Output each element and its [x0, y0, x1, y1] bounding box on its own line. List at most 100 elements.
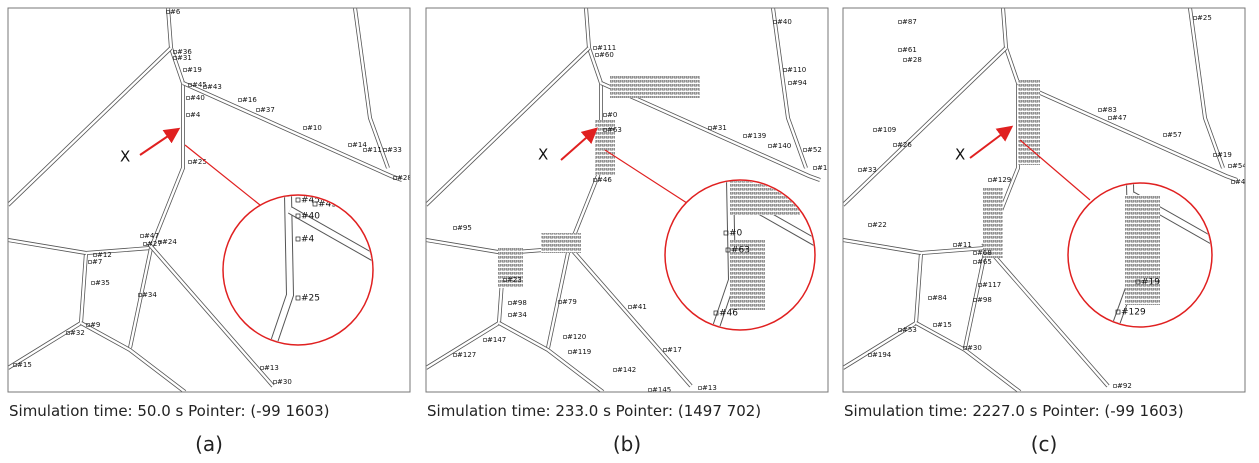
node-label: #145 — [652, 386, 671, 394]
node-label: #87 — [902, 18, 917, 26]
node-label: #33 — [387, 146, 402, 154]
node-label: #0 — [607, 111, 617, 119]
node-label: #47 — [144, 232, 159, 240]
node-label: #68 — [977, 249, 992, 257]
node-label: #46 — [597, 176, 612, 184]
node-label: #147 — [487, 336, 506, 344]
zoom-node-label: #19 — [1141, 278, 1160, 288]
panel-letter: (a) — [179, 432, 239, 456]
panels: #6#36#31#19#45#43#40#4#16#37#10#14#11#33… — [0, 0, 1259, 400]
node-label: #23 — [507, 276, 522, 284]
node-label: #26 — [897, 141, 912, 149]
node-label: #63 — [607, 126, 622, 134]
node-label: #41 — [632, 303, 647, 311]
vehicle-cluster — [983, 188, 1003, 258]
node-label: #30 — [967, 344, 982, 352]
node-label: #33 — [862, 166, 877, 174]
vehicle-cluster — [1018, 80, 1040, 165]
zoom-node-label: #4 — [301, 235, 315, 245]
node-label: #37 — [260, 106, 275, 114]
zoom-node-label: #63 — [731, 246, 750, 256]
node-label: #31 — [712, 124, 727, 132]
node-label: #7 — [92, 258, 102, 266]
panel: #87#25#61#28#109#26#33#83#47#57#19#54#40… — [843, 8, 1250, 392]
node-label: #194 — [872, 351, 892, 359]
node-label: #139 — [747, 132, 766, 140]
node-label: #40 — [777, 18, 792, 26]
node-label: #65 — [977, 258, 992, 266]
node-label: #94 — [792, 79, 807, 87]
node-label: #15 — [937, 321, 952, 329]
node-label: #32 — [70, 329, 85, 337]
node-label: #34 — [512, 311, 527, 319]
node-label: #22 — [872, 221, 887, 229]
vehicle-cluster — [610, 76, 700, 98]
map: #111#60#40#110#94#31#139#140#52#136#0#63… — [426, 8, 837, 394]
zoom-node-label: #0 — [729, 229, 743, 239]
node-label: #19 — [1217, 151, 1232, 159]
node-label: #6 — [170, 8, 181, 16]
node-label: #53 — [902, 326, 917, 334]
caption: Simulation time: 50.0 s Pointer: (-99 16… — [9, 402, 329, 420]
zoom-cluster — [1125, 195, 1160, 305]
node-label: #45 — [192, 81, 207, 89]
caption: Simulation time: 2227.0 s Pointer: (-99 … — [844, 402, 1184, 420]
pointer-label: X — [120, 148, 130, 166]
node-label: #13 — [264, 364, 279, 372]
node-label: #4 — [190, 111, 201, 119]
node-label: #16 — [242, 96, 257, 104]
node-label: #25 — [192, 158, 207, 166]
figure: #6#36#31#19#45#43#40#4#16#37#10#14#11#33… — [0, 0, 1259, 463]
node-label: #40 — [190, 94, 205, 102]
map: #6#36#31#19#45#43#40#4#16#37#10#14#11#33… — [8, 8, 412, 392]
node-label: #84 — [932, 294, 947, 302]
node-label: #9 — [90, 321, 100, 329]
caption: Simulation time: 233.0 s Pointer: (1497 … — [427, 402, 761, 420]
node-label: #57 — [1167, 131, 1182, 139]
node-label: #129 — [992, 176, 1011, 184]
node-label: #136 — [817, 164, 837, 172]
node-label: #95 — [457, 224, 472, 232]
map: #87#25#61#28#109#26#33#83#47#57#19#54#40… — [843, 8, 1250, 392]
node-label: #14 — [352, 141, 367, 149]
node-label: #11 — [367, 146, 382, 154]
node-label: #11 — [957, 241, 972, 249]
node-label: #52 — [807, 146, 822, 154]
node-label: #43 — [207, 83, 222, 91]
vehicle-cluster — [541, 233, 581, 253]
node-label: #24 — [162, 238, 177, 246]
node-label: #27 — [147, 240, 162, 248]
panel: #111#60#40#110#94#31#139#140#52#136#0#63… — [426, 8, 837, 394]
zoom-node-label: #129 — [1121, 308, 1146, 318]
node-label: #79 — [562, 298, 577, 306]
node-label: #47 — [1112, 114, 1127, 122]
node-label: #127 — [457, 351, 476, 359]
node-label: #117 — [982, 281, 1001, 289]
node-label: #142 — [617, 366, 636, 374]
node-label: #31 — [177, 54, 192, 62]
node-label: #98 — [977, 296, 992, 304]
node-label: #10 — [307, 124, 322, 132]
node-label: #110 — [787, 66, 806, 74]
zoom-node-label: #25 — [301, 294, 320, 304]
node-label: #119 — [572, 348, 591, 356]
node-label: #120 — [567, 333, 586, 341]
panel: #6#36#31#19#45#43#40#4#16#37#10#14#11#33… — [8, 8, 412, 392]
node-label: #61 — [902, 46, 917, 54]
pointer-label: X — [955, 146, 965, 164]
node-label: #140 — [772, 142, 791, 150]
node-label: #35 — [95, 279, 110, 287]
panel-letter: (c) — [1014, 432, 1074, 456]
node-label: #25 — [1197, 14, 1212, 22]
node-label: #30 — [277, 378, 292, 386]
node-label: #17 — [667, 346, 682, 354]
node-label: #83 — [1102, 106, 1117, 114]
panel-letter: (b) — [597, 432, 657, 456]
node-label: #13 — [702, 384, 717, 392]
node-label: #60 — [599, 51, 614, 59]
node-label: #98 — [512, 299, 527, 307]
pointer-label: X — [538, 146, 548, 164]
node-label: #28 — [907, 56, 922, 64]
node-label: #92 — [1117, 382, 1132, 390]
node-label: #15 — [17, 361, 32, 369]
